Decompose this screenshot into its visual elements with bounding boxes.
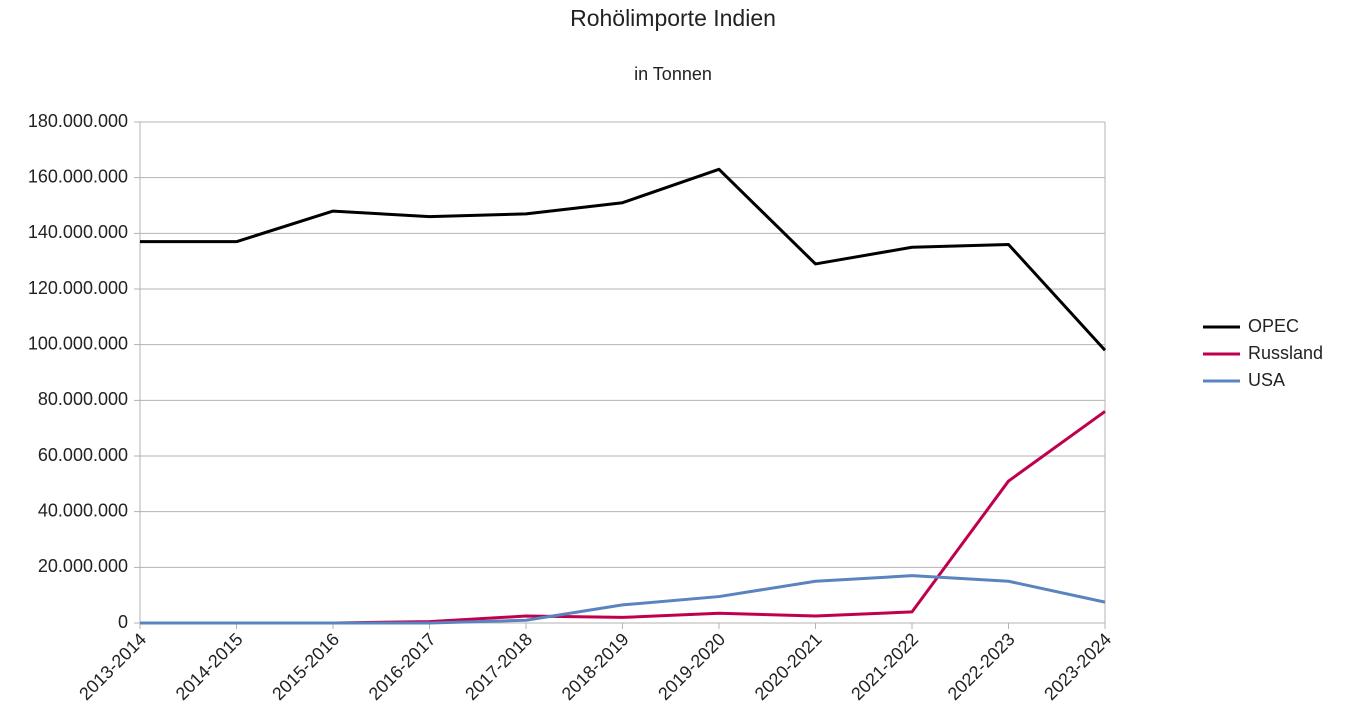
x-tick-label: 2014-2015 — [172, 629, 247, 704]
line-series — [140, 410, 1106, 625]
y-tick-label: 80.000.000 — [38, 389, 128, 409]
y-tick-label: 40.000.000 — [38, 500, 128, 520]
x-tick-label: 2019-2020 — [654, 629, 729, 704]
x-tick-label: 2017-2018 — [461, 629, 536, 704]
chart-title: Rohölimporte Indien — [570, 5, 776, 31]
legend-label: Russland — [1248, 343, 1323, 363]
x-tick-label: 2015-2016 — [268, 629, 343, 704]
y-tick-label: 180.000.000 — [28, 111, 128, 131]
line-series — [140, 574, 1106, 625]
legend-label: USA — [1248, 370, 1285, 390]
legend-label: OPEC — [1248, 316, 1299, 336]
x-tick-label: 2021-2022 — [847, 629, 922, 704]
x-tick-label: 2020-2021 — [751, 629, 826, 704]
y-tick-label: 20.000.000 — [38, 556, 128, 576]
chart-subtitle: in Tonnen — [634, 64, 712, 84]
y-tick-label: 160.000.000 — [28, 166, 128, 186]
y-tick-label: 60.000.000 — [38, 445, 128, 465]
x-tick-label: 2022-2023 — [944, 629, 1019, 704]
y-tick-label: 120.000.000 — [28, 278, 128, 298]
x-tick-label: 2016-2017 — [365, 629, 440, 704]
x-tick-label: 2023-2024 — [1040, 629, 1115, 704]
y-tick-label: 0 — [118, 612, 128, 632]
line-series — [140, 167, 1107, 352]
x-tick-label: 2018-2019 — [558, 629, 633, 704]
y-tick-label: 100.000.000 — [28, 333, 128, 353]
y-tick-label: 140.000.000 — [28, 222, 128, 242]
x-tick-label: 2013-2014 — [75, 629, 150, 704]
